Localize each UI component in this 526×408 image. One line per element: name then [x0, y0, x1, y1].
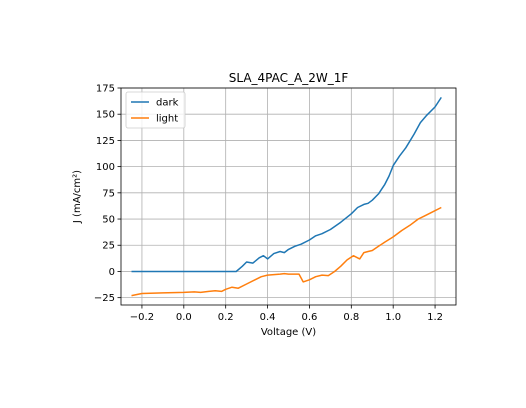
legend-box: [125, 91, 186, 129]
y-tick-label: 125: [96, 136, 115, 147]
legend-label-light: light: [156, 114, 178, 125]
y-tick-label: 150: [96, 110, 115, 121]
y-tick-label: 100: [96, 162, 115, 173]
x-tick-label: 0.8: [343, 312, 359, 323]
grid: [121, 87, 456, 305]
x-tick-label: 0.0: [176, 312, 192, 323]
x-tick-label: 1.0: [385, 312, 401, 323]
y-tick-label: 175: [96, 84, 115, 95]
legend-label-dark: dark: [156, 98, 179, 109]
y-tick-label: 75: [102, 188, 115, 199]
x-tick-label: 0.2: [218, 312, 234, 323]
legend: dark light: [125, 91, 186, 129]
series-line-dark: [131, 96, 442, 273]
x-tick-label: −0.2: [130, 312, 154, 323]
plot-lines: [131, 96, 442, 297]
x-tick-label: 0.4: [260, 312, 276, 323]
series-line-light: [131, 206, 442, 297]
y-axis-label: J (mA/cm²): [72, 170, 83, 224]
x-axis-label: Voltage (V): [261, 327, 316, 338]
x-tick-label: 1.2: [427, 312, 443, 323]
x-tick-label: 0.6: [301, 312, 317, 323]
y-tick-label: 0: [109, 267, 115, 278]
y-tick-label: 50: [102, 215, 115, 226]
axis-ticks: −0.2 0.0 0.2 0.4 0.6 0.8 1.0 1.2 −25 0 25 50 75 100 12…: [94, 84, 443, 324]
chart-title: SLA_4PAC_A_2W_1F: [229, 71, 349, 85]
y-tick-label: −25: [94, 293, 115, 304]
axes-frame: [120, 87, 457, 306]
y-tick-label: 25: [102, 241, 115, 252]
